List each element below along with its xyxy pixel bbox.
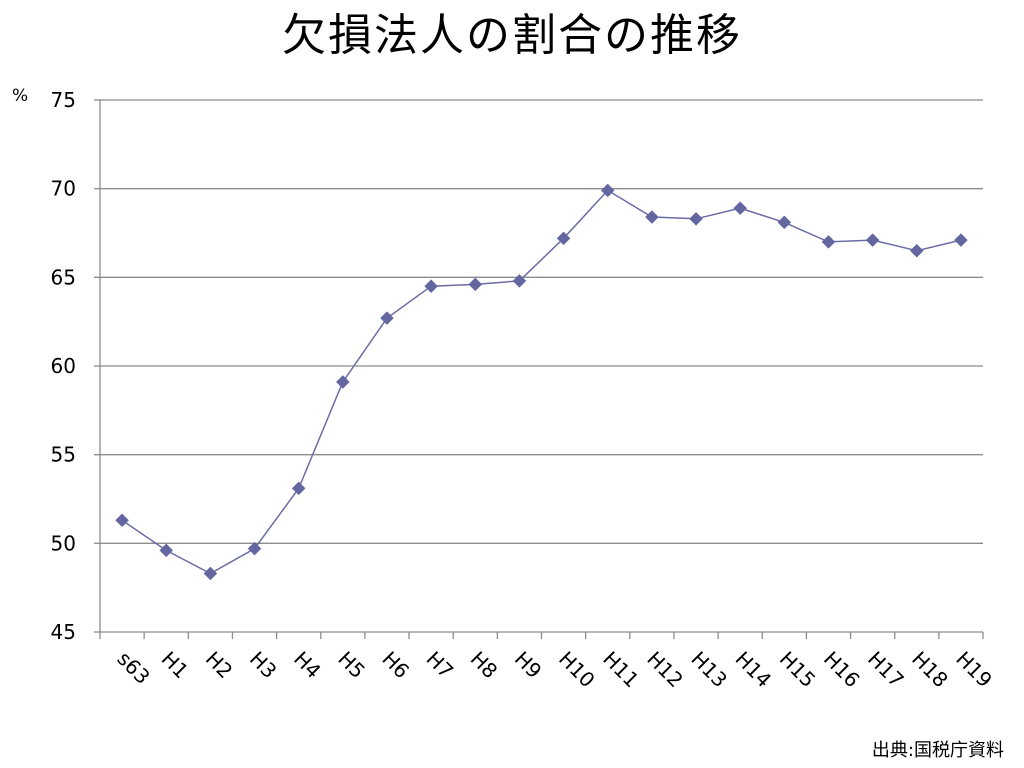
x-tick-label-H10: H10 [554,647,600,693]
data-point-H13 [689,211,703,226]
data-point-H15 [777,215,792,230]
x-tick-label-H1: H1 [157,647,194,684]
x-tick-label-H19: H19 [951,647,997,693]
data-point-H17 [865,233,880,247]
y-tick-label-65: 65 [51,265,76,289]
y-tick-label-75: 75 [51,88,76,112]
axes [94,99,984,639]
data-point-H2 [203,566,218,581]
x-tick-labels: s63 H1 H2 H3 H4 H5 H6 H7 H8 H9 H10H11H12H13H14H15H… [113,647,997,693]
y-axis-unit-label: % [12,86,29,106]
source-note: 出典:国税庁資料 [871,740,1004,761]
data-point-s63 [115,513,129,528]
y-tick-labels: 45 50 55 60 65 70 75 [51,88,76,644]
data-point-H1 [159,543,174,558]
data-point-H9 [512,274,527,288]
data-point-H4 [291,481,306,496]
x-tick-label-H15: H15 [775,647,821,693]
data-point-H11 [600,183,615,198]
y-tick-label-55: 55 [51,443,76,467]
x-tick-label-H2: H2 [201,647,238,684]
x-tick-label-H6: H6 [377,647,414,684]
x-tick-label-H11: H11 [598,647,644,693]
data-point-H19 [954,233,968,247]
data-point-H6 [380,311,394,325]
x-tick-label-H12: H12 [642,647,688,693]
x-tick-label-s63: s63 [113,647,155,689]
data-point-H18 [909,243,924,258]
series [115,183,968,581]
data-point-H14 [733,201,748,216]
data-point-H10 [556,231,571,246]
y-tick-label-60: 60 [51,354,76,378]
x-tick-label-H17: H17 [863,647,909,693]
y-tick-label-45: 45 [51,620,76,644]
grid-lines [100,99,983,544]
x-tick-label-H16: H16 [819,647,865,693]
x-tick-label-H14: H14 [731,647,777,693]
x-tick-label-H5: H5 [333,647,370,684]
y-tick-label-50: 50 [51,531,76,555]
x-tick-label-H18: H18 [907,647,953,693]
x-tick-label-H13: H13 [686,647,732,693]
x-tick-label-H4: H4 [289,647,326,684]
data-point-H12 [645,210,659,224]
data-point-H8 [468,277,483,292]
data-point-H3 [247,541,262,556]
y-tick-label-70: 70 [51,177,76,201]
x-tick-label-H7: H7 [422,647,459,684]
data-point-H16 [821,235,836,249]
x-tick-label-H8: H8 [466,647,503,684]
x-tick-label-H9: H9 [510,647,547,684]
data-point-H5 [335,375,350,389]
chart-title: 欠損法人の割合の推移 [282,10,742,61]
series-line-0 [121,189,962,575]
x-tick-label-H3: H3 [245,647,282,684]
data-point-H7 [424,279,438,294]
